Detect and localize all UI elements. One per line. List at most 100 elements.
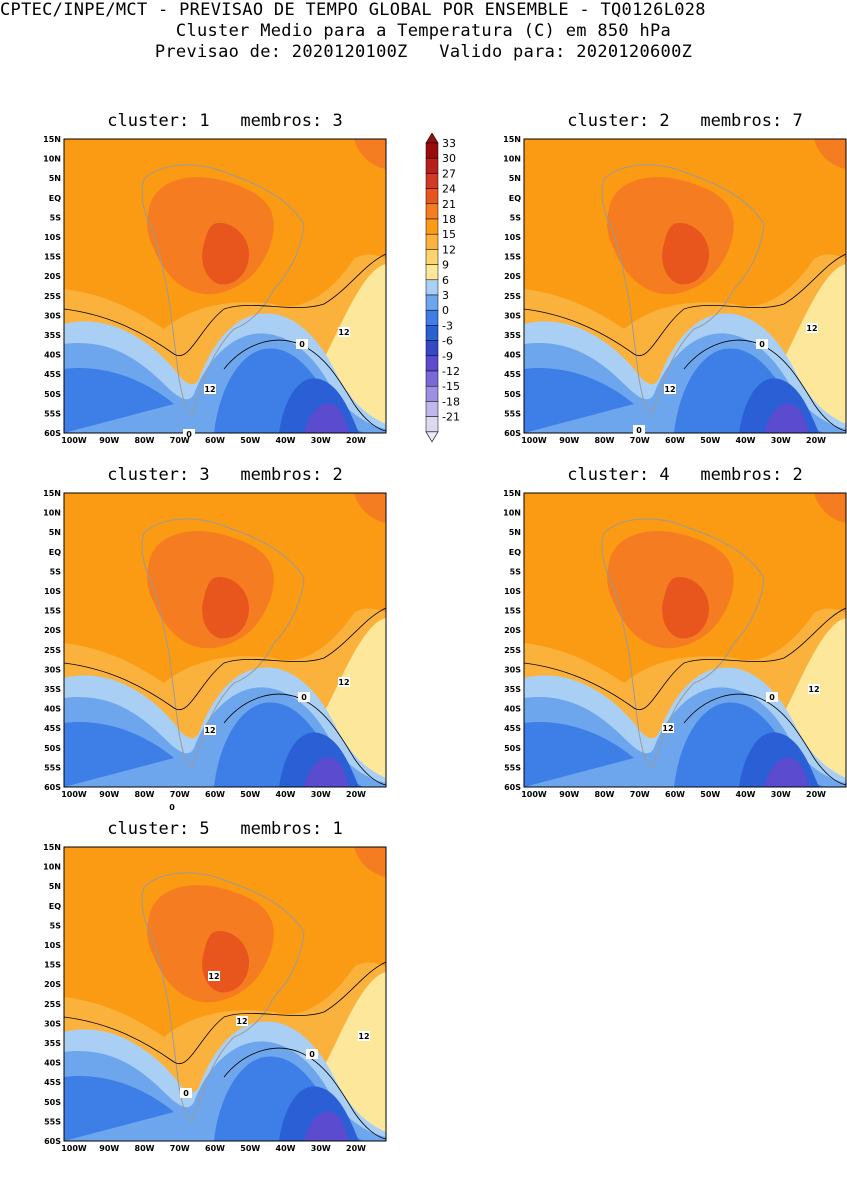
lat-tick-label: 55S	[44, 1117, 61, 1126]
lat-tick-label: 40S	[44, 1059, 61, 1068]
map-frame	[523, 492, 847, 788]
header-line-3: Previsao de: 2020120100Z Valido para: 20…	[154, 42, 693, 62]
contour-label: 12	[358, 1031, 370, 1041]
lat-tick-label: 45S	[44, 1078, 61, 1087]
panel-title: cluster: 3 membros: 2	[107, 465, 343, 485]
lat-tick-label: 10S	[44, 233, 61, 242]
lat-tick-label: 10N	[43, 155, 61, 164]
lon-tick-label: 50W	[700, 790, 720, 799]
lat-tick-label: 45S	[504, 370, 521, 379]
lat-tick-label: EQ	[49, 194, 61, 203]
lat-tick-label: 15S	[44, 253, 61, 262]
temp-band-21	[354, 493, 386, 523]
legend-swatch	[425, 142, 439, 159]
contour-label: 12	[338, 327, 350, 337]
lat-tick-label: 25S	[504, 646, 521, 655]
contour-line-12	[64, 607, 386, 711]
lat-tick-label: 50S	[44, 1098, 61, 1107]
contour-label: 0	[166, 802, 178, 812]
lat-tick-label: 35S	[504, 331, 521, 340]
legend-label: 24	[442, 183, 456, 196]
lat-tick-label: 15N	[503, 489, 521, 498]
lat-tick-label: 10S	[504, 233, 521, 242]
lat-tick-label: 15S	[44, 961, 61, 970]
lat-tick-label: 10N	[43, 509, 61, 518]
contour-label: 0	[633, 425, 645, 435]
legend-swatch	[425, 264, 439, 281]
legend-arrow-bottom	[425, 431, 439, 443]
lon-tick-label: 40W	[276, 436, 296, 445]
legend-swatch	[425, 370, 439, 387]
legend-label: 30	[442, 152, 456, 165]
lat-tick-label: 5S	[50, 921, 62, 930]
lon-tick-label: 50W	[240, 790, 260, 799]
lat-tick-label: 15N	[43, 489, 61, 498]
contour-label: 0	[766, 692, 778, 702]
contour-label: 12	[808, 684, 820, 694]
svg-text:0: 0	[309, 1050, 315, 1059]
contour-line-0	[223, 693, 386, 786]
map-panel-4: cluster: 4 membros: 2 12 0 12 15N 10N 5N EQ 5S 1…	[500, 465, 847, 827]
lat-tick-label: 20S	[504, 626, 521, 635]
legend-swatch	[425, 309, 439, 326]
map-plot: 12 0 12 0 15N 10N 5N EQ 5S 10S 15S 20S 25S 30S 35S 40S 4…	[503, 135, 847, 445]
lat-tick-label: 5S	[510, 567, 522, 576]
lat-tick-label: 25S	[44, 292, 61, 301]
lon-tick-label: 90W	[99, 436, 119, 445]
lat-tick-label: 25S	[504, 292, 521, 301]
svg-text:0: 0	[186, 430, 192, 439]
lat-tick-label: 40S	[44, 351, 61, 360]
legend-label: -12	[442, 365, 460, 378]
lon-tick-label: 50W	[240, 1144, 260, 1153]
coastline	[141, 872, 305, 1123]
lat-tick-label: 30S	[44, 665, 61, 674]
lon-tick-label: 50W	[240, 436, 260, 445]
panel-title: cluster: 1 membros: 3	[107, 111, 343, 131]
legend-swatch	[425, 188, 439, 205]
legend-label: 6	[442, 274, 449, 287]
temp-band-24	[202, 577, 249, 639]
contour-label: 0	[298, 692, 310, 702]
lon-tick-label: 30W	[771, 790, 791, 799]
legend-swatch	[425, 294, 439, 311]
map-frame	[523, 138, 847, 434]
svg-text:12: 12	[204, 385, 215, 394]
legend-swatch	[425, 385, 439, 402]
lat-tick-label: 5S	[50, 213, 62, 222]
lon-tick-label: 90W	[99, 1144, 119, 1153]
lat-tick-label: 20S	[44, 980, 61, 989]
contour-line-12	[524, 607, 846, 711]
lat-tick-label: 45S	[504, 724, 521, 733]
legend-arrow-top	[425, 132, 439, 144]
contour-label: 12	[208, 971, 220, 981]
temp-band-minus9	[304, 1111, 349, 1141]
lat-tick-label: EQ	[509, 548, 521, 557]
temp-band-21	[814, 139, 846, 169]
svg-text:0: 0	[759, 340, 765, 349]
legend-label: 12	[442, 243, 456, 256]
svg-text:12: 12	[208, 972, 219, 981]
lon-tick-label: 100W	[61, 1144, 87, 1153]
legend-label: 21	[442, 198, 456, 211]
lat-tick-label: EQ	[49, 902, 61, 911]
lon-tick-label: 60W	[205, 1144, 225, 1153]
lat-tick-label: 60S	[504, 429, 521, 438]
lon-tick-label: 90W	[99, 790, 119, 799]
lat-tick-label: EQ	[49, 548, 61, 557]
lat-tick-label: 10S	[504, 587, 521, 596]
lon-tick-label: 70W	[170, 790, 190, 799]
contour-line-0	[223, 339, 386, 432]
lat-tick-label: 30S	[504, 311, 521, 320]
svg-text:12: 12	[808, 685, 819, 694]
lat-tick-label: 5N	[49, 174, 61, 183]
contour-label: 0	[306, 1049, 318, 1059]
lat-tick-label: 30S	[44, 311, 61, 320]
lon-tick-label: 100W	[61, 436, 87, 445]
lat-tick-label: 20S	[44, 272, 61, 281]
svg-text:0: 0	[301, 693, 307, 702]
lat-tick-label: 40S	[44, 705, 61, 714]
lon-tick-label: 20W	[806, 436, 826, 445]
lat-tick-label: 5N	[509, 174, 521, 183]
contour-line-0	[223, 1047, 386, 1140]
contour-label: 12	[204, 384, 216, 394]
